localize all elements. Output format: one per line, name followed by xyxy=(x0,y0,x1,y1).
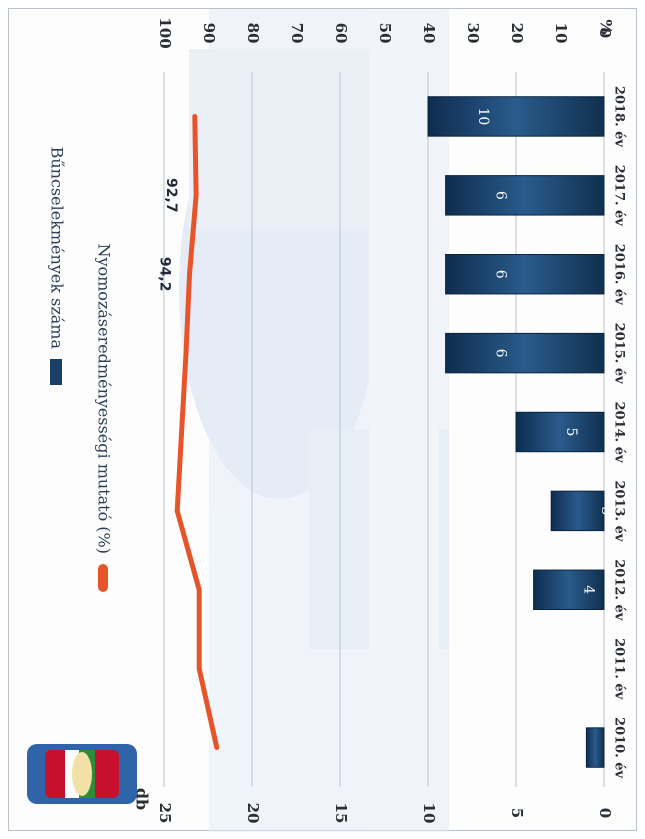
right-tick-0: 0 xyxy=(596,28,614,38)
bar-labels: 4 3 5 6 6 6 10 xyxy=(475,108,614,595)
line-point-7 xyxy=(194,193,198,197)
line-point-4 xyxy=(180,430,184,434)
category-label-4: 2014. év xyxy=(612,401,627,463)
line-point-3 xyxy=(175,509,179,513)
bar-label-3: 3 xyxy=(598,506,614,515)
bar-7 xyxy=(445,175,605,216)
legend-label-bars: Bűncselekmények száma xyxy=(48,147,67,350)
annotations: 94,2 92,7 xyxy=(157,178,180,291)
chart-svg: 4 3 5 6 6 6 10 94,2 92,7 0 5 10 15 20 25 0 10 20 30 40 50… xyxy=(27,9,627,832)
left-axis-ticks: 0 5 10 15 20 25 xyxy=(156,803,614,824)
line-point-2 xyxy=(197,588,201,592)
right-tick-7: 70 xyxy=(288,23,306,44)
left-axis-unit: db xyxy=(133,788,152,810)
category-label-0: 2010. év xyxy=(612,717,627,779)
bar-8 xyxy=(427,96,605,137)
right-axis-unit: % xyxy=(597,19,616,34)
bar-label-2: 4 xyxy=(581,585,597,594)
category-label-7: 2017. év xyxy=(612,165,627,227)
line-point-8 xyxy=(193,114,197,118)
right-tick-2: 20 xyxy=(508,23,526,44)
bar-3 xyxy=(550,490,605,532)
line-point-6 xyxy=(188,272,192,276)
right-tick-8: 80 xyxy=(244,23,262,44)
legend-label-line: Nyomozáseredményességi mutató (%) xyxy=(95,243,114,554)
bar-label-5: 6 xyxy=(493,349,509,358)
bar-5 xyxy=(445,332,605,374)
chart-frame: 4 3 5 6 6 6 10 94,2 92,7 0 5 10 15 20 25 0 10 20 30 40 50… xyxy=(8,8,637,832)
right-tick-6: 60 xyxy=(332,23,350,44)
legend: Bűncselekmények száma Nyomozáseredményess… xyxy=(48,147,114,592)
right-tick-9: 90 xyxy=(200,23,218,44)
line-point-0 xyxy=(215,746,219,750)
right-tick-10: 100 xyxy=(156,17,174,48)
bar-label-4: 5 xyxy=(563,428,579,437)
category-label-2: 2012. év xyxy=(612,559,627,621)
category-label-1: 2011. év xyxy=(612,638,627,700)
category-labels: 2010. év 2011. év 2012. év 2013. év 2014. év… xyxy=(612,86,627,779)
category-label-5: 2015. év xyxy=(612,323,627,385)
bar-0 xyxy=(585,727,605,768)
right-tick-5: 50 xyxy=(376,23,394,44)
line-point-1 xyxy=(197,667,201,671)
left-tick-4: 20 xyxy=(244,803,262,824)
bar-label-8: 10 xyxy=(475,108,491,126)
line-series xyxy=(174,113,220,751)
legend-swatch-bars xyxy=(50,359,62,385)
right-tick-4: 40 xyxy=(420,23,438,44)
bar-6 xyxy=(445,254,605,295)
left-tick-2: 10 xyxy=(420,803,438,824)
bar-4 xyxy=(515,411,605,453)
line-point-5 xyxy=(184,351,188,355)
legend-swatch-line xyxy=(98,564,108,592)
annotation-1: 92,7 xyxy=(163,178,179,213)
bar-2 xyxy=(533,569,605,610)
category-label-8: 2018. év xyxy=(612,86,627,148)
background-building xyxy=(179,9,449,832)
police-crest-icon xyxy=(27,744,137,804)
bar-label-7: 6 xyxy=(493,191,509,200)
bar-label-6: 6 xyxy=(493,270,509,279)
category-label-3: 2013. év xyxy=(612,480,627,542)
right-axis-ticks: 0 10 20 30 40 50 60 70 80 90 100 xyxy=(156,17,614,48)
left-tick-5: 25 xyxy=(156,803,174,824)
bars xyxy=(427,96,605,768)
left-tick-0: 0 xyxy=(596,808,614,818)
category-label-6: 2016. év xyxy=(612,244,627,306)
right-tick-3: 30 xyxy=(464,23,482,44)
annotation-0: 94,2 xyxy=(157,257,173,292)
right-tick-1: 10 xyxy=(552,23,570,44)
left-tick-1: 5 xyxy=(508,808,526,818)
left-tick-3: 15 xyxy=(332,803,350,824)
